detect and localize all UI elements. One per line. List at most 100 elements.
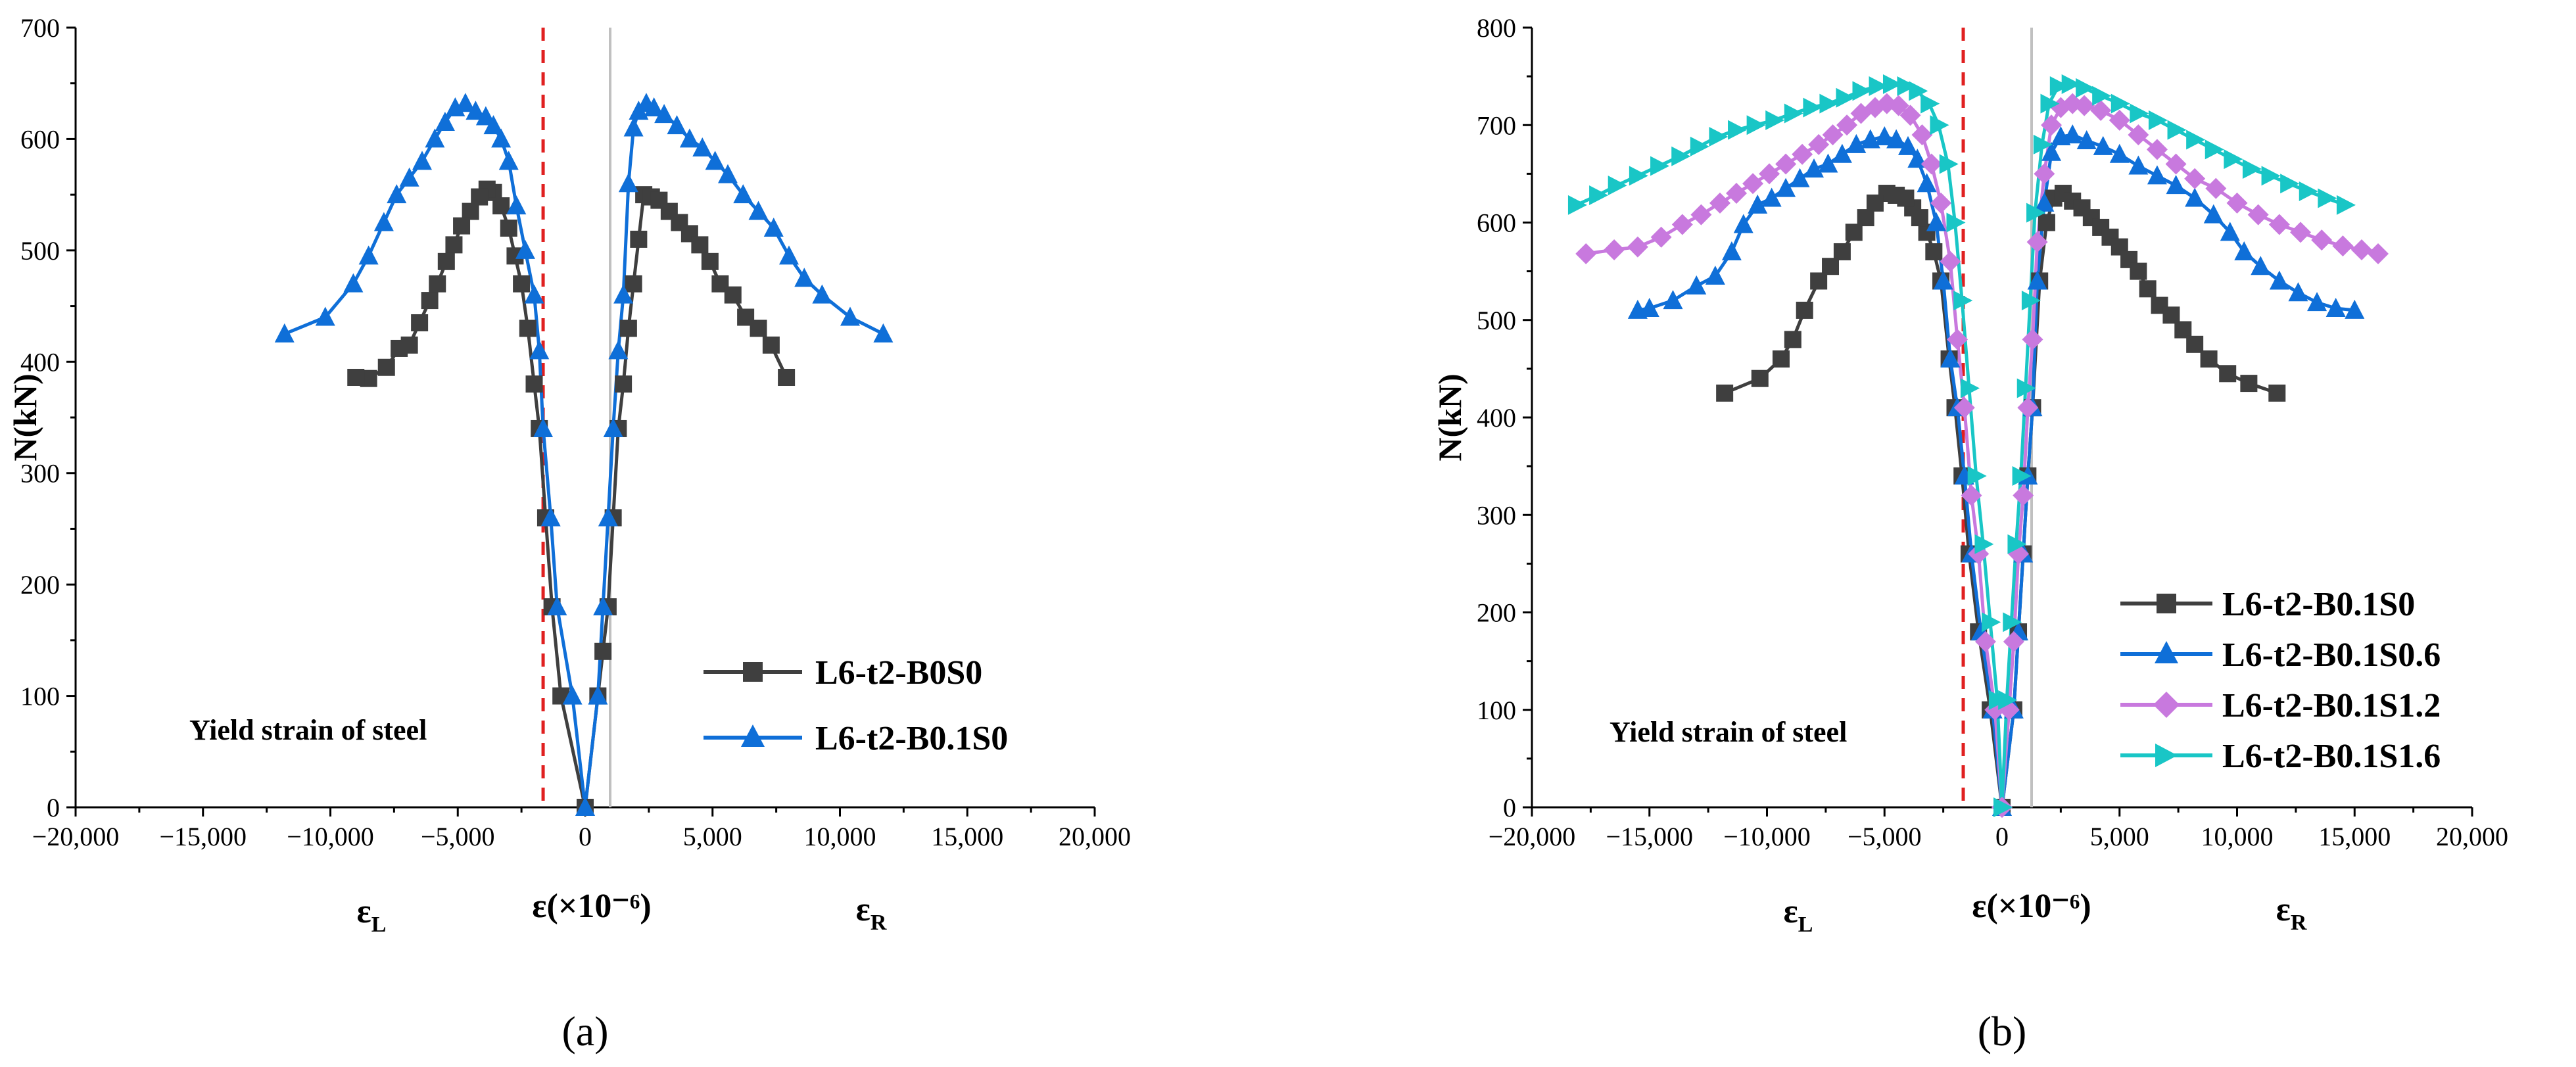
data-point-2: [2226, 192, 2248, 214]
y-axis-label: N(kN): [1431, 373, 1468, 461]
epsilon-right-sub: R: [871, 911, 887, 935]
data-point-2: [1650, 226, 1672, 248]
data-point-2: [1671, 214, 1693, 235]
data-point-1: [515, 239, 535, 259]
data-point-2: [1953, 397, 1975, 419]
y-tick-label: 300: [20, 459, 60, 488]
data-point-2: [2268, 214, 2290, 235]
epsilon-left-sub: L: [371, 913, 387, 937]
data-point-3: [2224, 149, 2243, 170]
data-point-2: [2350, 239, 2372, 261]
data-point-1: [373, 212, 394, 231]
data-point-0: [462, 202, 479, 220]
data-point-0: [762, 336, 780, 354]
series-line-0-right: [583, 192, 788, 808]
data-point-1: [2203, 204, 2224, 224]
y-axis-label: N(kN): [7, 373, 43, 461]
legend-label-1: L6-t2-B0.1S0: [815, 720, 1008, 757]
y-tick-label: 100: [1477, 696, 1516, 725]
data-point-3: [2111, 93, 2130, 114]
x-tick-label: 10,000: [2201, 822, 2274, 851]
data-point-0: [778, 369, 796, 387]
data-point-3: [1882, 74, 1902, 94]
y-tick-label: 700: [1477, 110, 1516, 140]
data-point-3: [2242, 158, 2262, 179]
data-point-3: [2040, 93, 2060, 114]
data-point-2: [2034, 163, 2055, 185]
data-point-1: [1790, 168, 1810, 187]
data-point-2: [1911, 124, 1933, 146]
data-point-2: [2184, 168, 2206, 189]
data-point-3: [1974, 534, 1994, 554]
data-point-1: [667, 115, 687, 135]
x-tick-label: 0: [1995, 822, 2009, 851]
data-point-3: [2318, 188, 2337, 208]
data-point-3: [1746, 115, 1766, 135]
data-point-0: [2130, 262, 2147, 280]
y-tick-label: 800: [1477, 13, 1516, 43]
data-point-1: [2269, 270, 2289, 290]
data-point-0: [1810, 272, 1828, 290]
data-point-3: [2012, 465, 2032, 486]
data-point-3: [1982, 612, 2001, 632]
data-point-1: [399, 167, 419, 187]
x-tick-label: 5,000: [683, 822, 742, 851]
data-point-3: [1671, 146, 1691, 166]
data-point-3: [1869, 76, 1888, 96]
data-point-1: [358, 245, 379, 265]
data-point-0: [377, 358, 395, 376]
data-point-1: [644, 97, 664, 116]
data-point-1: [1917, 173, 1937, 193]
data-point-2: [1627, 236, 1648, 258]
series-line-2-right: [2000, 102, 2379, 808]
data-point-1: [445, 97, 465, 116]
x-tick-label: −15,000: [1606, 822, 1693, 851]
data-point-0: [2139, 280, 2157, 298]
y-tick-label: 400: [1477, 403, 1516, 433]
data-point-0: [2186, 335, 2204, 353]
y-tick-label: 300: [1477, 500, 1516, 530]
data-point-3: [1567, 195, 1587, 215]
data-point-1: [654, 104, 675, 124]
data-point-1: [547, 596, 567, 616]
data-point-3: [1629, 166, 1648, 186]
data-point-1: [2307, 292, 2327, 312]
data-point-1: [588, 685, 608, 705]
data-point-2: [2026, 231, 2048, 253]
data-point-0: [445, 236, 463, 254]
data-point-3: [2021, 291, 2041, 311]
data-point-3: [1960, 378, 1980, 398]
epsilon-right-label: εR: [2276, 891, 2307, 935]
y-tick-label: 0: [1503, 793, 1516, 822]
data-point-2: [1709, 192, 1730, 214]
legend-marker-1: [2155, 641, 2178, 663]
data-point-0: [471, 188, 489, 206]
data-point-0: [1857, 209, 1874, 227]
x-tick-label: −5,000: [1848, 822, 1922, 851]
data-point-1: [603, 417, 623, 437]
data-point-1: [2251, 256, 2271, 275]
data-point-0: [625, 275, 642, 293]
data-point-3: [2148, 110, 2168, 130]
x-axis-label: ε(×10⁻⁶): [532, 888, 652, 925]
data-point-1: [1761, 187, 1782, 207]
data-point-1: [455, 93, 475, 112]
data-point-0: [1822, 258, 1840, 275]
data-point-2: [1930, 192, 1952, 214]
data-point-2: [1575, 243, 1597, 264]
data-point-1: [343, 273, 364, 293]
x-tick-label: −5,000: [421, 822, 495, 851]
series-line-1-right: [583, 101, 884, 808]
data-point-2: [1759, 163, 1780, 185]
y-tick-label: 600: [1477, 208, 1516, 238]
data-point-2: [2247, 204, 2269, 225]
data-point-3: [1953, 291, 1973, 311]
panel-label-b: (b): [1978, 1008, 2027, 1055]
data-point-0: [1833, 243, 1851, 260]
data-point-0: [691, 236, 709, 254]
data-point-1: [1776, 178, 1796, 197]
data-point-1: [718, 164, 738, 183]
panel-label-a: (a): [561, 1008, 608, 1055]
data-point-1: [533, 417, 554, 437]
x-tick-label: 15,000: [2318, 822, 2391, 851]
